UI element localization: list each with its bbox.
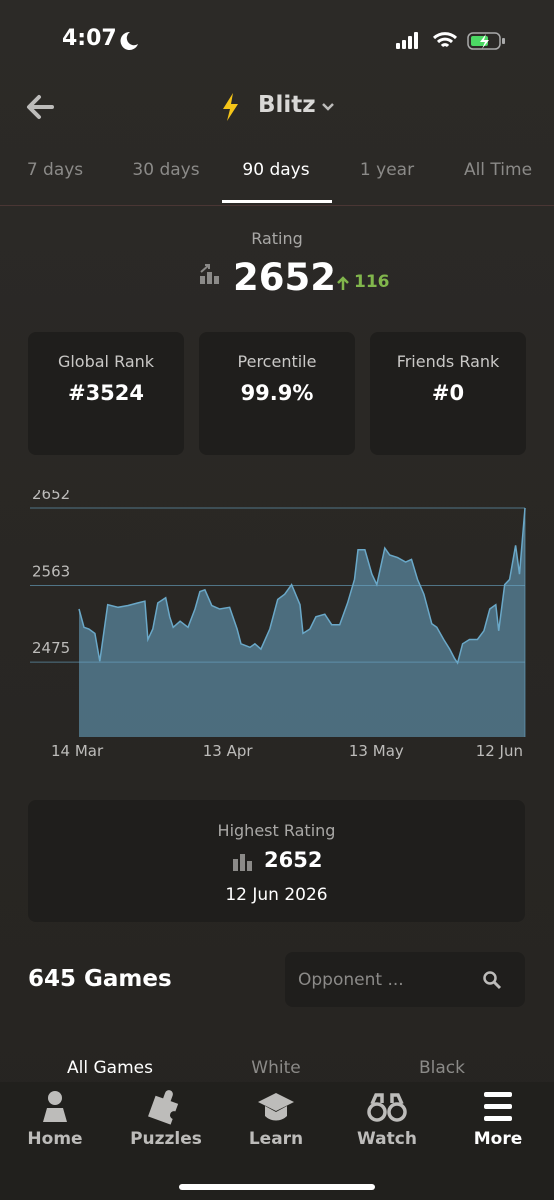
rating-chart: 2652 2563 2475 14 Mar 13 Apr 13 May 12 Jun bbox=[30, 490, 526, 760]
area bbox=[79, 508, 525, 737]
back-button[interactable] bbox=[24, 92, 56, 122]
nav-label[interactable]: More bbox=[473, 1129, 523, 1149]
home-indicator bbox=[179, 1184, 375, 1190]
search-icon[interactable] bbox=[482, 970, 502, 990]
status-time: 4:07 bbox=[62, 26, 117, 51]
stat-value: #3524 bbox=[67, 381, 145, 405]
header-title[interactable]: Blitz bbox=[258, 92, 316, 118]
x-tick-label: 14 Mar bbox=[51, 742, 104, 760]
period-tab[interactable]: 1 year bbox=[359, 160, 415, 180]
game-tab[interactable]: Black bbox=[419, 1058, 465, 1078]
moon-icon bbox=[120, 31, 138, 50]
highest-card bbox=[28, 800, 525, 922]
stat-card bbox=[370, 332, 526, 455]
y-tick-label: 2652 bbox=[32, 490, 70, 503]
period-tab[interactable]: 7 days bbox=[26, 160, 84, 180]
status-icons bbox=[396, 32, 505, 50]
search-placeholder: Opponent ... bbox=[298, 970, 404, 990]
blitz-icon bbox=[223, 93, 238, 121]
dropdown-caret[interactable] bbox=[320, 100, 336, 114]
games-title: 645 Games bbox=[28, 966, 172, 992]
game-tab[interactable]: All Games bbox=[67, 1058, 153, 1078]
stat-label: Percentile bbox=[237, 352, 317, 371]
x-tick-label: 13 May bbox=[349, 742, 404, 760]
stat-label: Global Rank bbox=[57, 352, 155, 371]
line bbox=[78, 507, 526, 665]
stat-card bbox=[199, 332, 355, 455]
rating-up-arrow bbox=[337, 276, 349, 290]
stat-value: #0 bbox=[431, 381, 465, 405]
nav-label[interactable]: Watch bbox=[357, 1129, 417, 1149]
y-tick-label: 2475 bbox=[32, 639, 70, 657]
period-tab[interactable]: 90 days bbox=[242, 160, 310, 180]
highest-icon bbox=[233, 854, 252, 871]
stat-label: Friends Rank bbox=[396, 352, 500, 371]
nav-icons bbox=[43, 1090, 512, 1125]
period-tab[interactable]: All Time bbox=[463, 160, 533, 180]
tab-divider bbox=[0, 205, 554, 206]
stat-card bbox=[28, 332, 184, 455]
rating-value: 2652 bbox=[233, 256, 336, 299]
game-tab[interactable]: White bbox=[251, 1058, 301, 1078]
rating-icon bbox=[200, 264, 219, 284]
highest-value: 2652 bbox=[264, 848, 323, 872]
rating-change: 116 bbox=[354, 272, 390, 292]
nav-label[interactable]: Puzzles bbox=[130, 1129, 202, 1149]
nav-label[interactable]: Home bbox=[27, 1129, 83, 1149]
highest-label: Highest Rating bbox=[217, 821, 336, 840]
y-tick-label: 2563 bbox=[32, 562, 70, 580]
x-tick-label: 12 Jun bbox=[476, 742, 523, 760]
stat-value: 99.9% bbox=[240, 381, 314, 405]
active-tab-indicator bbox=[222, 200, 332, 203]
nav-label[interactable]: Learn bbox=[248, 1129, 304, 1149]
rating-label: Rating bbox=[251, 229, 303, 248]
x-tick-label: 13 Apr bbox=[203, 742, 254, 760]
period-tab[interactable]: 30 days bbox=[132, 160, 200, 180]
highest-date: 12 Jun 2026 bbox=[225, 885, 328, 905]
